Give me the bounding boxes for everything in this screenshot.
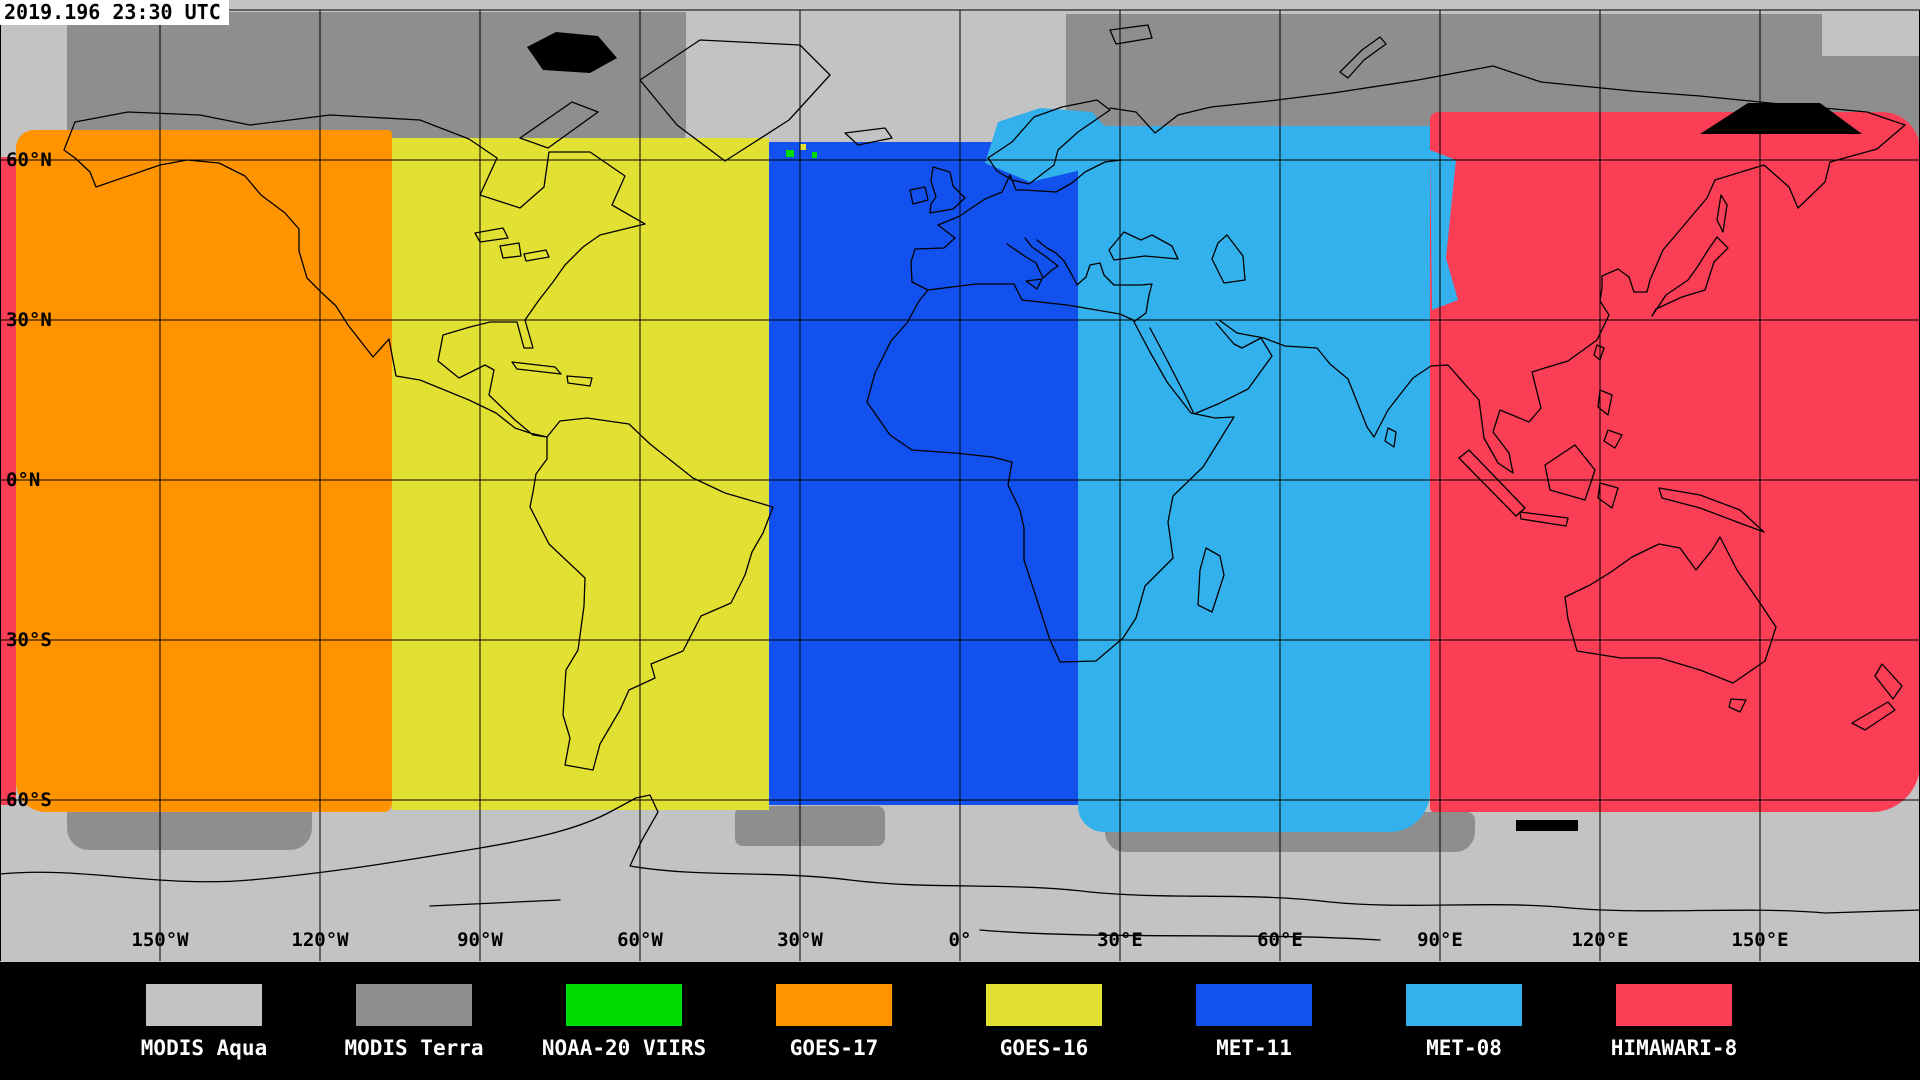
coast-tasmania bbox=[1728, 698, 1747, 713]
legend-swatch-modis-aqua bbox=[146, 984, 262, 1026]
legend-bar: MODIS Aqua MODIS Terra NOAA-20 VIIRS GOE… bbox=[0, 962, 1920, 1080]
lat-label-60n: 60°N bbox=[6, 149, 52, 171]
coast-antarctica bbox=[0, 794, 1920, 941]
coast-south-america bbox=[529, 417, 774, 771]
coverage-band-goes17 bbox=[16, 130, 392, 812]
legend-item-goes17: GOES-17 bbox=[724, 984, 944, 1060]
legend-item-met08: MET-08 bbox=[1354, 984, 1574, 1060]
legend-swatch-met11 bbox=[1196, 984, 1312, 1026]
coast-philippines bbox=[1597, 389, 1623, 449]
lon-label-150w: 150°W bbox=[131, 929, 189, 951]
lon-label-120e: 120°E bbox=[1571, 929, 1629, 951]
coverage-band-met08 bbox=[1078, 126, 1430, 832]
coast-baffin bbox=[519, 101, 599, 149]
lat-label-60s: 60°S bbox=[6, 789, 52, 811]
legend-label-met11: MET-11 bbox=[1216, 1036, 1292, 1060]
lon-label-0: 0° bbox=[948, 929, 972, 951]
legend-item-modis-terra: MODIS Terra bbox=[304, 984, 524, 1060]
legend-item-met11: MET-11 bbox=[1144, 984, 1364, 1060]
legend-swatch-himawari8 bbox=[1616, 984, 1732, 1026]
terra-region-south-center bbox=[735, 806, 885, 846]
graticule bbox=[0, 9, 1920, 961]
coast-taiwan bbox=[1593, 344, 1605, 361]
coast-greenland bbox=[639, 39, 831, 162]
lat-label-30s: 30°S bbox=[6, 629, 52, 651]
coast-sakhalin bbox=[1716, 194, 1728, 233]
legend-label-goes17: GOES-17 bbox=[789, 1036, 879, 1060]
lat-label-30n: 30°N bbox=[6, 309, 52, 331]
timestamp-chip: 2019.196 23:30 UTC bbox=[0, 0, 229, 25]
coast-sulawesi bbox=[1597, 482, 1619, 509]
legend-swatch-goes17 bbox=[776, 984, 892, 1026]
lon-label-90e: 90°E bbox=[1417, 929, 1463, 951]
coverage-band-met11 bbox=[769, 142, 1078, 805]
coast-africa bbox=[866, 283, 1235, 663]
coast-sicily bbox=[1025, 278, 1043, 290]
lon-label-120w: 120°W bbox=[291, 929, 349, 951]
legend-label-met08: MET-08 bbox=[1426, 1036, 1502, 1060]
legend-label-noaa20-viirs: NOAA-20 VIIRS bbox=[541, 1036, 707, 1060]
no-data-regions bbox=[527, 32, 1862, 831]
legend-swatch-noaa20-viirs bbox=[566, 984, 682, 1026]
coast-sri-lanka bbox=[1384, 427, 1397, 448]
coast-black-sea bbox=[1099, 231, 1179, 296]
lon-label-60w: 60°W bbox=[617, 929, 663, 951]
coast-madagascar bbox=[1197, 547, 1225, 613]
coverage-band-himawari8 bbox=[1430, 112, 1920, 812]
legend-label-modis-terra: MODIS Terra bbox=[344, 1036, 484, 1060]
coast-balkans-greece bbox=[1036, 239, 1101, 286]
coastlines bbox=[0, 24, 1920, 941]
coast-north-america bbox=[63, 111, 646, 438]
lat-label-0n: 0°N bbox=[6, 469, 41, 491]
coast-australia bbox=[1564, 536, 1777, 684]
aqua-corner-north-east bbox=[1822, 10, 1920, 56]
coast-scandinavia bbox=[987, 99, 1111, 185]
viirs-speck-patches bbox=[786, 144, 817, 158]
coast-svalbard bbox=[1109, 24, 1153, 45]
legend-swatch-goes16 bbox=[986, 984, 1102, 1026]
coast-hispaniola bbox=[566, 375, 593, 387]
lon-label-150e: 150°E bbox=[1731, 929, 1789, 951]
coast-new-guinea bbox=[1658, 487, 1765, 533]
legend-label-modis-aqua: MODIS Aqua bbox=[140, 1036, 268, 1060]
lon-label-90w: 90°W bbox=[457, 929, 503, 951]
coast-italy bbox=[1006, 237, 1059, 279]
legend-swatch-modis-terra bbox=[356, 984, 472, 1026]
legend-item-modis-aqua: MODIS Aqua bbox=[94, 984, 314, 1060]
coast-europe-atlantic bbox=[910, 159, 1122, 291]
coast-asia bbox=[1109, 65, 1906, 474]
coast-borneo bbox=[1544, 444, 1596, 501]
world-coverage-map: 60°N 30°N 0°N 30°S 60°S 150°W 120°W 90°W… bbox=[0, 0, 1920, 962]
coast-new-zealand bbox=[1851, 663, 1903, 731]
coast-great-lakes bbox=[474, 227, 550, 262]
legend-label-himawari8: HIMAWARI-8 bbox=[1610, 1036, 1738, 1060]
legend-swatch-met08 bbox=[1406, 984, 1522, 1026]
legend-item-noaa20-viirs: NOAA-20 VIIRS bbox=[514, 984, 734, 1060]
coast-japan bbox=[1651, 236, 1729, 317]
coast-iceland bbox=[844, 127, 893, 146]
coast-sumatra bbox=[1458, 449, 1526, 517]
met08-swath-patches bbox=[985, 108, 1458, 310]
coast-levant bbox=[1134, 294, 1150, 322]
coast-cuba bbox=[511, 361, 562, 375]
coast-java bbox=[1519, 511, 1569, 527]
legend-item-goes16: GOES-16 bbox=[934, 984, 1154, 1060]
coast-arabia bbox=[1149, 322, 1273, 415]
lon-label-30w: 30°W bbox=[777, 929, 823, 951]
coast-caspian bbox=[1211, 234, 1246, 284]
coverage-band-himawari8-wrap bbox=[0, 157, 16, 805]
map-overlay-svg bbox=[0, 9, 1920, 961]
legend-label-goes16: GOES-16 bbox=[999, 1036, 1089, 1060]
coast-ireland bbox=[909, 186, 929, 205]
coast-uk bbox=[929, 166, 966, 214]
coast-novaya-zemlya bbox=[1339, 36, 1387, 79]
legend-item-himawari8: HIMAWARI-8 bbox=[1564, 984, 1784, 1060]
lon-label-60e: 60°E bbox=[1257, 929, 1303, 951]
lon-label-30e: 30°E bbox=[1097, 929, 1143, 951]
